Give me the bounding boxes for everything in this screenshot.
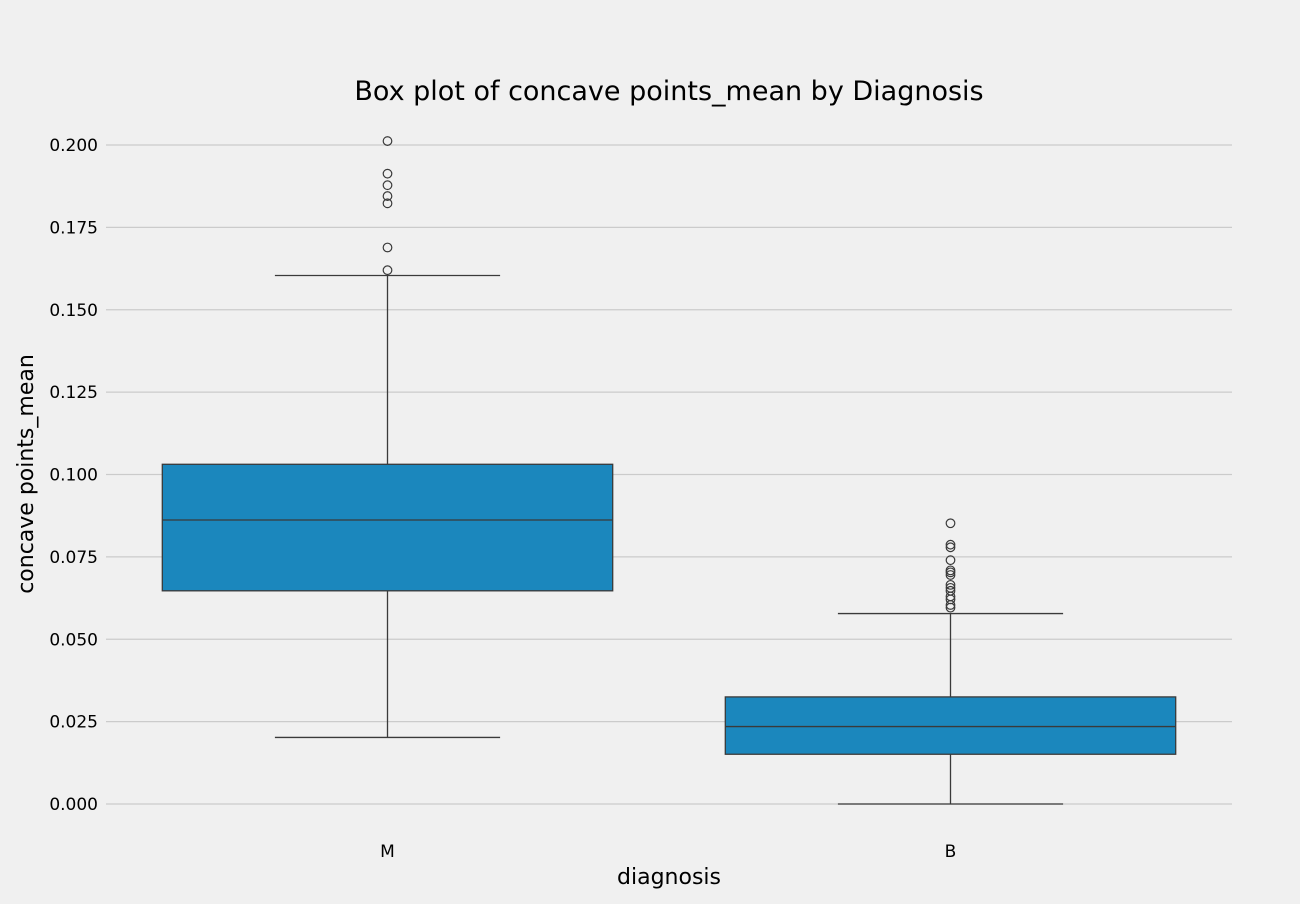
y-tick-label: 0.075 (49, 548, 98, 568)
outlier-point (945, 542, 956, 553)
outlier-point (945, 570, 956, 580)
outlier-point (945, 579, 956, 590)
outlier-point (382, 180, 393, 191)
y-axis-label: concave points_mean (14, 354, 39, 594)
y-tick-label: 0.025 (49, 713, 98, 733)
iqr-box (161, 463, 614, 592)
y-tick-label: 0.125 (49, 383, 98, 403)
y-tick-label: 0.100 (49, 466, 98, 486)
y-tick-label: 0.200 (49, 136, 98, 156)
x-axis-label: diagnosis (617, 865, 721, 890)
y-tick-label: 0.000 (49, 795, 98, 815)
outlier-point (382, 242, 393, 253)
outlier-point (945, 602, 956, 613)
x-tick-label: B (945, 842, 957, 862)
outlier-point (945, 518, 956, 529)
box-group-m (161, 136, 614, 739)
y-tick-label: 0.175 (49, 218, 98, 238)
x-tick-label: M (380, 842, 395, 862)
outlier-point (945, 555, 956, 566)
outlier-point (382, 198, 393, 209)
y-tick-label: 0.050 (49, 630, 98, 650)
outlier-point (945, 539, 956, 550)
outlier-point (945, 567, 956, 578)
chart-title: Box plot of concave points_mean by Diagn… (354, 76, 983, 107)
outlier-point (382, 168, 393, 179)
outlier-point (382, 191, 393, 201)
outlier-point (382, 136, 393, 146)
outlier-point (382, 265, 393, 276)
boxes (161, 136, 1177, 805)
y-tick-labels: 0.000 0.025 0.050 0.075 0.100 0.125 0.150 0.175… (49, 136, 98, 815)
box-group-b (724, 518, 1177, 805)
y-tick-label: 0.150 (49, 301, 98, 321)
iqr-box (724, 696, 1177, 755)
outlier-point (945, 600, 956, 610)
